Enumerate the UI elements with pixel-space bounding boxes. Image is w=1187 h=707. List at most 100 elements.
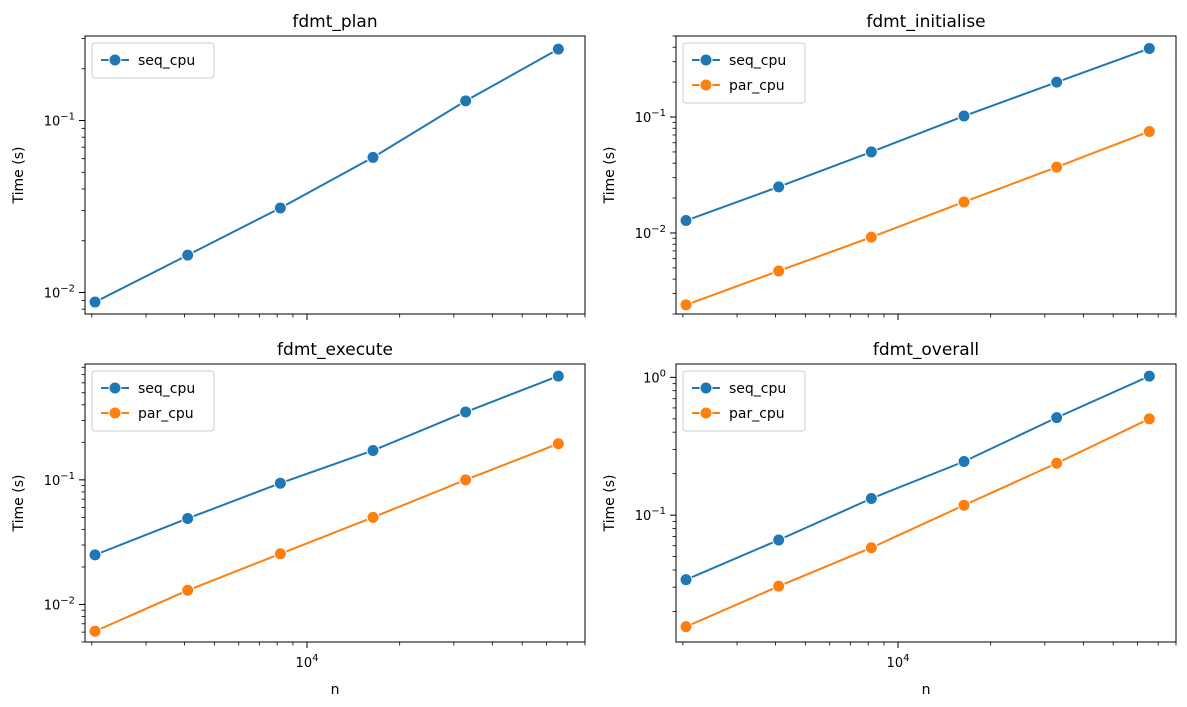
legend-marker-seq-cpu [108,53,122,67]
data-point-seq-cpu [864,145,878,159]
chart-title: fdmt_execute [277,340,393,360]
series-line-par-cpu [685,130,1150,306]
data-point-seq-cpu [957,109,971,123]
data-point-par-cpu [957,498,971,512]
y-tick-label: 10−2 [635,224,666,242]
data-point-par-cpu [1050,160,1064,174]
data-point-seq-cpu [88,295,102,309]
data-point-par-cpu [772,264,786,278]
legend: seq_cpu par_cpu [91,370,215,432]
series-line-par-cpu [94,442,559,633]
legend-marker-par-cpu [108,406,122,420]
legend-label-par-cpu: par_cpu [729,406,785,422]
y-axis-label: Time (s) [11,475,27,533]
legend: seq_cpu par_cpu [682,42,806,104]
legend-marker-seq-cpu [699,53,713,67]
axes-frame [84,35,586,315]
y-tick-label: 10−2 [44,595,75,613]
legend-box [682,42,806,104]
y-tick-label: 10−2 [44,284,75,302]
data-point-par-cpu [1142,125,1156,139]
legend-marker-par-cpu [699,78,713,92]
data-point-par-cpu [1050,456,1064,470]
axes-frame [675,363,1177,643]
y-axis-label: Time (s) [11,147,27,205]
data-point-par-cpu [957,195,971,209]
legend-marker-seq-cpu [108,381,122,395]
data-point-par-cpu [273,547,287,561]
y-tick-label: 10−1 [44,112,75,130]
data-point-par-cpu [864,230,878,244]
series-line-seq-cpu [685,47,1150,222]
legend: seq_cpu par_cpu [682,370,806,432]
data-point-seq-cpu [551,369,565,383]
series-line-par-cpu [685,417,1150,628]
data-point-par-cpu [772,579,786,593]
chart-title: fdmt_overall [873,340,979,360]
legend-label-seq-cpu: seq_cpu [729,381,786,397]
legend: seq_cpu [91,42,215,79]
data-point-par-cpu [1142,412,1156,426]
y-tick-label: 10−1 [635,108,666,126]
legend-label-seq-cpu: seq_cpu [138,53,195,69]
data-point-seq-cpu [551,42,565,56]
y-axis-label: Time (s) [602,147,618,205]
legend-label-seq-cpu: seq_cpu [138,381,195,397]
legend-marker-seq-cpu [699,381,713,395]
data-point-seq-cpu [772,533,786,547]
data-point-seq-cpu [772,180,786,194]
data-point-par-cpu [459,473,473,487]
data-point-par-cpu [864,541,878,555]
data-point-seq-cpu [181,511,195,525]
y-tick-label: 100 [643,368,666,386]
subplot-fdmt-plan: fdmt_plan Time (s) 10−2 10−1 seq_cpu [11,12,586,320]
x-tick-label: 104 [296,653,319,671]
legend-box [91,370,215,432]
legend-label-par-cpu: par_cpu [138,406,194,422]
data-point-seq-cpu [1050,75,1064,89]
data-point-par-cpu [679,620,693,634]
data-point-seq-cpu [273,476,287,490]
x-axis-label: n [331,682,340,698]
series-line-seq-cpu [94,375,559,556]
subplot-fdmt-overall: fdmt_overall Time (s) n 10−1 100 104 seq_cpupa… [602,340,1177,698]
legend-box [91,42,215,79]
series-line-seq-cpu [94,48,559,303]
data-point-par-cpu [551,437,565,451]
data-point-seq-cpu [957,455,971,469]
y-tick-label: 10−1 [635,506,666,524]
data-point-seq-cpu [181,248,195,262]
data-point-seq-cpu [459,94,473,108]
chart-title: fdmt_plan [292,12,377,32]
data-point-seq-cpu [1050,411,1064,425]
data-point-seq-cpu [1142,369,1156,383]
data-point-seq-cpu [864,492,878,506]
subplot-fdmt-execute: fdmt_execute Time (s) n 10−2 10−1 104 seq_cpup… [11,340,586,698]
chart-title: fdmt_initialise [866,12,985,32]
data-point-par-cpu [181,583,195,597]
data-point-par-cpu [88,624,102,638]
data-point-seq-cpu [366,150,380,164]
data-point-seq-cpu [273,201,287,215]
legend-box [682,370,806,432]
data-point-seq-cpu [366,443,380,457]
data-point-seq-cpu [679,573,693,587]
y-axis-label: Time (s) [602,475,618,533]
legend-label-seq-cpu: seq_cpu [729,53,786,69]
y-tick-label: 10−1 [44,471,75,489]
data-point-seq-cpu [88,548,102,562]
x-tick-label: 104 [887,653,910,671]
data-point-seq-cpu [459,405,473,419]
legend-label-par-cpu: par_cpu [729,78,785,94]
axes-frame [675,35,1177,315]
data-point-par-cpu [366,510,380,524]
data-point-par-cpu [679,298,693,312]
subplot-fdmt-initialise: fdmt_initialise Time (s) 10−2 10−1 seq_cpupa… [602,12,1177,320]
data-point-seq-cpu [679,214,693,228]
series-line-seq-cpu [685,375,1150,581]
x-axis-label: n [922,682,931,698]
legend-marker-par-cpu [699,406,713,420]
axes-frame [84,363,586,643]
data-point-seq-cpu [1142,42,1156,56]
